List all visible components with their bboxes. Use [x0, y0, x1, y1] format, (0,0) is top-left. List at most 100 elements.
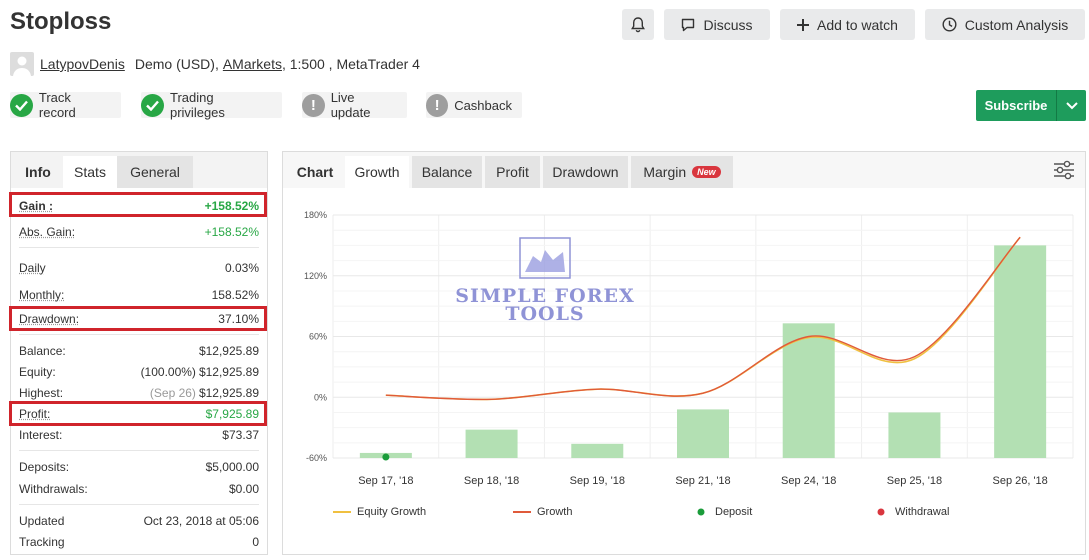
stat-value: +158.52%	[204, 199, 259, 213]
badge-trading-privileges[interactable]: Trading privileges	[141, 90, 282, 120]
custom-analysis-button[interactable]: Custom Analysis	[925, 9, 1085, 40]
y-tick-label: 0%	[314, 392, 327, 402]
legend-deposit[interactable]: Deposit	[697, 504, 752, 520]
badge-label: Trading privileges	[169, 90, 225, 120]
badge-live-update[interactable]: ! Live update	[302, 90, 407, 120]
stat-drawdown: Drawdown: 37.10%	[19, 309, 259, 329]
stat-label: Daily	[19, 261, 46, 275]
y-tick-label: -60%	[306, 453, 327, 463]
x-tick-label: Sep 19, '18	[570, 475, 625, 487]
subscribe-button[interactable]: Subscribe	[976, 90, 1086, 121]
chart-panel: Chart Growth Balance Profit Drawdown Mar…	[282, 151, 1086, 555]
tab-general[interactable]: General	[117, 156, 193, 188]
bar-Sep 25, '18	[888, 412, 941, 458]
stat-label: Gain :	[19, 199, 54, 213]
add-to-watch-button[interactable]: Add to watch	[780, 9, 915, 40]
stat-value: $5,000.00	[205, 460, 259, 474]
new-badge: New	[692, 166, 721, 178]
stat-updated: Updated Oct 23, 2018 at 05:06	[19, 511, 259, 531]
badge-label: Live update	[330, 90, 371, 120]
tab-margin-label: Margin	[643, 164, 687, 180]
legend-label: Withdrawal	[895, 506, 950, 518]
bell-icon	[631, 16, 645, 32]
stat-gain: Gain : +158.52%	[19, 196, 259, 216]
chat-icon	[682, 18, 695, 31]
stat-tracking: Tracking 0	[19, 532, 259, 552]
stat-value: 37.10%	[218, 312, 259, 326]
y-tick-label: 120%	[304, 271, 327, 281]
stats-tabs: Info Stats General	[11, 152, 267, 188]
highlight-gain	[9, 192, 267, 217]
x-tick-label: Sep 21, '18	[675, 475, 730, 487]
legend-line-icon	[333, 511, 351, 513]
plus-icon	[797, 18, 810, 31]
page-title: Stoploss	[10, 8, 112, 35]
stat-label: Monthly:	[19, 288, 65, 302]
badge-track-record[interactable]: Track record	[10, 90, 121, 120]
watermark-line-2: TOOLS	[505, 303, 584, 325]
x-tick-label: Sep 17, '18	[358, 475, 413, 487]
legend-equity-growth[interactable]: Equity Growth	[333, 504, 426, 520]
legend-withdrawal[interactable]: Withdrawal	[877, 504, 949, 520]
legend-growth[interactable]: Growth	[513, 504, 572, 520]
bar-Sep 19, '18	[571, 443, 624, 458]
badge-label: Track record	[38, 90, 76, 120]
badge-cashback[interactable]: ! Cashback	[426, 92, 522, 118]
x-tick-label: Sep 18, '18	[464, 475, 519, 487]
legend-dot-icon	[697, 508, 705, 516]
bull-bear-figure	[525, 250, 565, 272]
divider	[19, 504, 259, 505]
tab-drawdown[interactable]: Drawdown	[543, 156, 628, 188]
exclamation-icon: !	[302, 93, 325, 117]
sliders-icon[interactable]	[1053, 160, 1075, 180]
stat-label: Interest:	[19, 428, 63, 442]
stat-profit: Profit: $7,925.89	[19, 404, 259, 424]
highlight-drawdown	[9, 306, 267, 331]
notifications-button[interactable]	[622, 9, 654, 40]
tab-chart[interactable]: Chart	[296, 164, 334, 180]
stat-note: (100.00%)	[140, 365, 196, 379]
stat-daily: Daily 0.03%	[19, 258, 259, 278]
line-equity-growth	[385, 236, 1021, 401]
stat-value: 158.52%	[211, 288, 259, 302]
stat-label: Highest:	[19, 386, 64, 400]
stat-label: Profit:	[19, 407, 51, 421]
user-link[interactable]: LatypovDenis	[40, 56, 125, 72]
stat-value: $73.37	[222, 428, 259, 442]
add-to-watch-label: Add to watch	[817, 16, 898, 33]
stat-value: 0	[252, 535, 259, 549]
bar-Sep 26, '18	[994, 245, 1047, 458]
stat-note: (Sep 26)	[149, 386, 196, 400]
tab-stats[interactable]: Stats	[63, 156, 117, 188]
broker-link[interactable]: AMarkets	[222, 56, 282, 72]
stat-abs-gain: Abs. Gain: +158.52%	[19, 222, 259, 242]
y-tick-label: 180%	[304, 210, 327, 220]
chevron-down-icon[interactable]	[1056, 90, 1086, 121]
legend-label: Equity Growth	[357, 506, 427, 518]
stat-label: Drawdown:	[19, 312, 80, 326]
deposit-marker	[382, 453, 390, 461]
x-tick-label: Sep 24, '18	[781, 475, 836, 487]
stat-equity: Equity: (100.00%) $12,925.89	[19, 362, 259, 382]
tab-margin[interactable]: Margin New	[631, 156, 733, 188]
tab-growth[interactable]: Growth	[345, 156, 409, 188]
discuss-button[interactable]: Discuss	[664, 9, 770, 40]
highlight-profit	[9, 401, 267, 426]
stat-highest: Highest: (Sep 26) $12,925.89	[19, 383, 259, 403]
bar-Sep 21, '18	[677, 409, 729, 458]
legend-label: Growth	[537, 506, 573, 518]
stat-label: Withdrawals:	[19, 482, 88, 496]
chart-tabs: Chart Growth Balance Profit Drawdown Mar…	[283, 152, 1085, 188]
badge-label: Cashback	[454, 97, 512, 113]
stat-withdrawals: Withdrawals: $0.00	[19, 479, 259, 499]
stat-monthly: Monthly: 158.52%	[19, 285, 259, 305]
legend-line-icon	[513, 511, 531, 513]
tab-balance[interactable]: Balance	[412, 156, 482, 188]
clock-icon	[942, 17, 957, 32]
stat-label: Deposits:	[19, 460, 70, 474]
tab-info[interactable]: Info	[25, 164, 51, 180]
tab-profit[interactable]: Profit	[485, 156, 540, 188]
stat-deposits: Deposits: $5,000.00	[19, 457, 259, 477]
